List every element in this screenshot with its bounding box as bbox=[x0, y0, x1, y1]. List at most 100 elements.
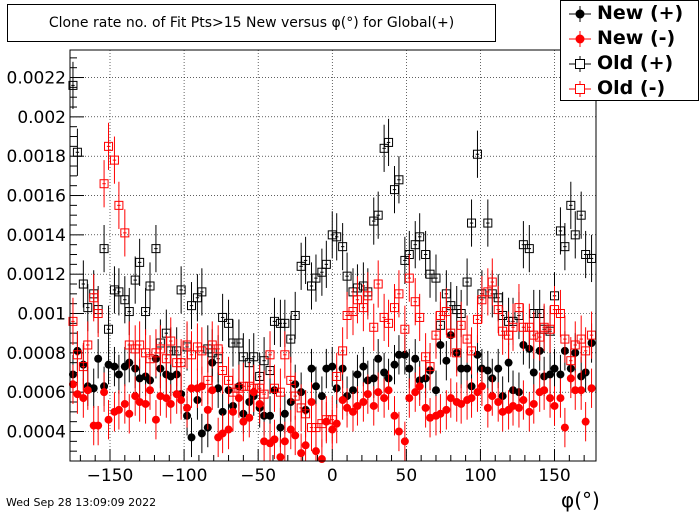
data-point-old bbox=[404, 273, 414, 283]
data-point-new bbox=[73, 390, 82, 399]
y-tick-label: 0.0018 bbox=[7, 147, 66, 167]
data-point-old bbox=[72, 147, 82, 157]
data-point-old bbox=[135, 257, 145, 267]
y-tick-label: 0.0008 bbox=[7, 344, 66, 364]
data-point-new bbox=[587, 384, 596, 393]
data-point-old bbox=[197, 346, 207, 356]
data-point-new bbox=[266, 411, 275, 420]
legend-marker-filled-circle-icon bbox=[569, 6, 591, 22]
data-point-new bbox=[203, 405, 212, 414]
data-point-new bbox=[162, 394, 171, 403]
data-point-new bbox=[125, 409, 134, 418]
data-point-old bbox=[415, 232, 425, 242]
data-point-new bbox=[349, 386, 358, 395]
data-point-new bbox=[114, 370, 123, 379]
data-point-old bbox=[197, 287, 207, 297]
data-point-old bbox=[477, 295, 487, 305]
x-tick-label: 50 bbox=[396, 466, 418, 486]
data-point-new bbox=[328, 362, 337, 371]
data-point-old bbox=[462, 277, 472, 287]
data-point-new bbox=[94, 421, 103, 430]
data-point-new bbox=[556, 394, 565, 403]
data-point-new bbox=[374, 388, 383, 397]
data-point-new bbox=[187, 433, 196, 442]
data-point-old bbox=[581, 346, 591, 356]
data-point-new bbox=[151, 415, 160, 424]
data-point-old bbox=[135, 340, 145, 350]
data-point-new bbox=[483, 403, 492, 412]
data-point-new bbox=[146, 386, 155, 395]
data-point-new bbox=[546, 370, 555, 379]
data-point-old bbox=[290, 391, 300, 401]
plot-frame bbox=[69, 49, 597, 462]
data-point-new bbox=[405, 364, 414, 373]
data-point-old bbox=[151, 244, 161, 254]
data-point-new bbox=[307, 364, 316, 373]
data-point-new bbox=[100, 388, 109, 397]
data-point-new bbox=[218, 407, 227, 416]
data-point-old bbox=[114, 287, 124, 297]
data-point-old bbox=[472, 149, 482, 159]
data-point-new bbox=[208, 386, 217, 395]
data-point-new bbox=[390, 360, 399, 369]
data-point-new bbox=[494, 398, 503, 407]
data-point-new bbox=[556, 370, 565, 379]
data-point-new bbox=[477, 382, 486, 391]
data-point-new bbox=[400, 350, 409, 359]
data-point-new bbox=[467, 394, 476, 403]
data-point-new bbox=[488, 392, 497, 401]
chart-title-text: Clone rate no. of Fit Pts>15 New versus … bbox=[48, 15, 455, 31]
data-point-new bbox=[581, 417, 590, 426]
data-point-old bbox=[218, 312, 228, 322]
data-point-new bbox=[550, 364, 559, 373]
y-tick-label: 0.002 bbox=[17, 108, 66, 128]
data-point-old bbox=[99, 179, 109, 189]
data-point-new bbox=[343, 403, 352, 412]
data-point-old bbox=[301, 255, 311, 265]
data-point-old bbox=[259, 356, 269, 366]
data-point-new bbox=[317, 455, 326, 464]
data-point-old bbox=[384, 137, 394, 147]
data-point-old bbox=[570, 230, 580, 240]
legend-marker-filled-circle-icon bbox=[569, 31, 591, 47]
data-point-new bbox=[411, 388, 420, 397]
data-point-old bbox=[338, 346, 348, 356]
data-point-new bbox=[114, 405, 123, 414]
data-point-new bbox=[431, 386, 440, 395]
data-point-old bbox=[560, 334, 570, 344]
data-point-new bbox=[415, 382, 424, 391]
data-point-new bbox=[104, 415, 113, 424]
data-point-old bbox=[228, 338, 238, 348]
data-point-old bbox=[176, 358, 186, 368]
data-point-new bbox=[301, 441, 310, 450]
data-point-old bbox=[576, 210, 586, 220]
data-point-new bbox=[436, 409, 445, 418]
data-point-old bbox=[145, 281, 155, 291]
data-point-new bbox=[276, 453, 285, 462]
legend-label: Old (-) bbox=[597, 77, 666, 99]
data-point-new bbox=[363, 390, 372, 399]
y-tick-label: 0.0012 bbox=[7, 265, 66, 285]
data-point-old bbox=[311, 273, 321, 283]
y-tick-label: 0.0006 bbox=[7, 383, 66, 403]
data-point-old bbox=[431, 273, 441, 283]
data-point-new bbox=[353, 401, 362, 410]
data-point-old bbox=[203, 375, 213, 385]
data-point-new bbox=[359, 362, 368, 371]
data-point-old bbox=[109, 155, 119, 165]
legend-label: Old (+) bbox=[597, 52, 674, 74]
legend-item-new-minus: New (-) bbox=[561, 26, 698, 51]
data-point-old bbox=[539, 322, 549, 332]
data-point-new bbox=[197, 429, 206, 438]
data-point-old bbox=[332, 371, 342, 381]
data-point-new bbox=[359, 398, 368, 407]
data-point-old bbox=[83, 340, 93, 350]
data-point-new bbox=[374, 354, 383, 363]
data-point-old bbox=[72, 350, 82, 360]
data-point-old bbox=[508, 322, 518, 332]
data-point-old bbox=[467, 346, 477, 356]
data-point-new bbox=[457, 364, 466, 373]
data-point-old bbox=[415, 312, 425, 322]
data-point-new bbox=[550, 401, 559, 410]
